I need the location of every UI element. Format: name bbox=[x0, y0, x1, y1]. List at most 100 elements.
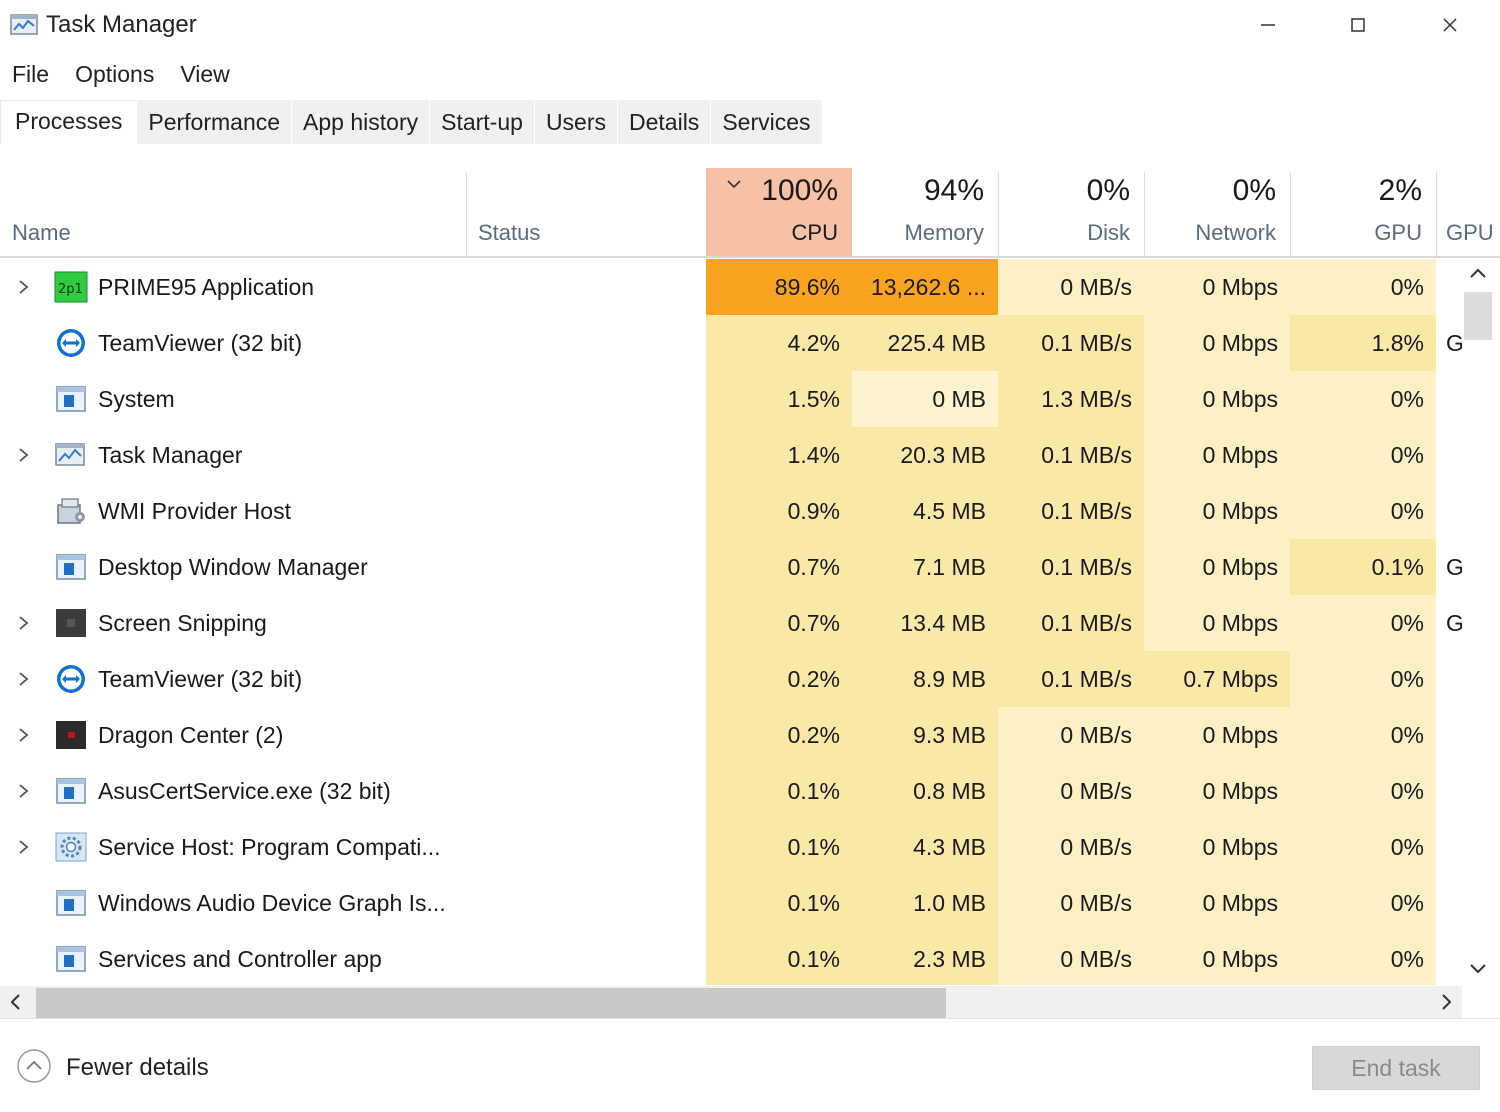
scroll-up-icon[interactable] bbox=[1466, 262, 1490, 286]
tab-app-history[interactable]: App history bbox=[292, 100, 431, 144]
memory-heat-cell bbox=[852, 427, 998, 483]
chevron-right-icon[interactable] bbox=[14, 275, 34, 299]
gpu-heat-cell bbox=[1290, 427, 1436, 483]
wmi-host-icon bbox=[54, 495, 88, 527]
table-row[interactable]: System 1.5% 0 MB 1.3 MB/s 0 Mbps 0% bbox=[0, 371, 1462, 427]
chevron-right-icon[interactable] bbox=[14, 443, 34, 467]
table-row[interactable]: Desktop Window Manager 0.7% 7.1 MB 0.1 MB/s… bbox=[0, 539, 1462, 595]
gpu-heat-cell bbox=[1290, 819, 1436, 875]
chevron-right-icon[interactable] bbox=[14, 667, 34, 691]
table-row[interactable]: Dragon Center (2) 0.2% 9.3 MB 0 MB/s 0 Mbps 0… bbox=[0, 707, 1462, 763]
disk-heat-cell bbox=[998, 651, 1144, 707]
tab-details[interactable]: Details bbox=[618, 100, 712, 144]
table-row[interactable]: TeamViewer (32 bit) 4.2% 225.4 MB 0.1 MB/s 0… bbox=[0, 315, 1462, 371]
network-label: Network bbox=[1195, 220, 1276, 245]
process-disk: 0.1 MB/s bbox=[1041, 498, 1132, 524]
table-row[interactable]: WMI Provider Host 0.9% 4.5 MB 0.1 MB/s 0 Mbp… bbox=[0, 483, 1462, 539]
column-divider bbox=[1144, 172, 1145, 256]
column-status[interactable]: Status bbox=[466, 168, 706, 256]
process-network: 0 Mbps bbox=[1202, 498, 1278, 524]
tab-performance[interactable]: Performance bbox=[137, 100, 293, 144]
table-row[interactable]: 2p1 PRIME95 Application 89.6% 13,262.6 ... 0… bbox=[0, 259, 1462, 315]
chevron-right-icon[interactable] bbox=[14, 723, 34, 747]
system-window-icon bbox=[54, 887, 88, 919]
process-gpu: 0% bbox=[1390, 442, 1424, 468]
gpu-heat-cell bbox=[1290, 875, 1436, 931]
menu-file[interactable]: File bbox=[12, 61, 50, 87]
column-memory[interactable]: 94% Memory bbox=[852, 168, 998, 256]
table-row[interactable]: Task Manager 1.4% 20.3 MB 0.1 MB/s 0 Mbps 0% bbox=[0, 427, 1462, 483]
minimize-button[interactable] bbox=[1222, 0, 1314, 50]
process-memory: 225.4 MB bbox=[887, 330, 986, 356]
network-heat-cell bbox=[1144, 819, 1290, 875]
tab-processes[interactable]: Processes bbox=[0, 100, 138, 144]
process-name: PRIME95 Application bbox=[98, 274, 315, 300]
table-row[interactable]: Service Host: Program Compati... 0.1% 4.3 … bbox=[0, 819, 1462, 875]
fewer-details-link[interactable]: Fewer details bbox=[66, 1054, 209, 1081]
process-disk: 0 MB/s bbox=[1060, 274, 1132, 300]
memory-heat-cell bbox=[852, 259, 998, 315]
column-gpu[interactable]: 2% GPU bbox=[1290, 168, 1436, 256]
disk-heat-cell bbox=[998, 707, 1144, 763]
column-cpu[interactable]: 100% CPU bbox=[706, 168, 852, 256]
menu-options[interactable]: Options bbox=[75, 61, 155, 87]
disk-heat-cell bbox=[998, 931, 1144, 985]
close-button[interactable] bbox=[1404, 0, 1496, 50]
chevron-right-icon[interactable] bbox=[14, 611, 34, 635]
network-percent: 0% bbox=[1232, 174, 1276, 207]
horizontal-scroll-thumb[interactable] bbox=[36, 988, 946, 1018]
process-disk: 0.1 MB/s bbox=[1041, 554, 1132, 580]
disk-heat-cell bbox=[998, 763, 1144, 819]
column-divider bbox=[1436, 172, 1437, 256]
table-row[interactable]: Services and Controller app 0.1% 2.3 MB 0 M… bbox=[0, 931, 1462, 985]
gpu-heat-cell bbox=[1290, 259, 1436, 315]
scroll-right-icon[interactable] bbox=[1434, 990, 1458, 1014]
process-disk: 0.1 MB/s bbox=[1041, 610, 1132, 636]
chevron-up-circle-icon[interactable] bbox=[16, 1048, 52, 1084]
network-heat-cell bbox=[1144, 595, 1290, 651]
process-network: 0 Mbps bbox=[1202, 442, 1278, 468]
table-row[interactable]: AsusCertService.exe (32 bit) 0.1% 0.8 MB 0 … bbox=[0, 763, 1462, 819]
table-row[interactable]: Screen Snipping 0.7% 13.4 MB 0.1 MB/s 0 Mbps… bbox=[0, 595, 1462, 651]
tab-start-up[interactable]: Start-up bbox=[430, 100, 535, 144]
system-window-icon bbox=[54, 775, 88, 807]
process-name: Screen Snipping bbox=[98, 610, 267, 636]
gpu-heat-cell bbox=[1290, 371, 1436, 427]
column-disk[interactable]: 0% Disk bbox=[998, 168, 1144, 256]
memory-heat-cell bbox=[852, 819, 998, 875]
system-window-icon bbox=[54, 943, 88, 975]
chevron-right-icon[interactable] bbox=[14, 779, 34, 803]
process-memory: 8.9 MB bbox=[913, 666, 986, 692]
cpu-heat-cell bbox=[706, 875, 852, 931]
task-manager-icon bbox=[10, 14, 38, 35]
process-cpu: 1.4% bbox=[787, 442, 840, 468]
cpu-heat-cell bbox=[706, 259, 852, 315]
maximize-button[interactable] bbox=[1312, 0, 1404, 50]
end-task-button[interactable]: End task bbox=[1312, 1046, 1480, 1090]
process-cpu: 0.2% bbox=[787, 722, 840, 748]
vertical-scroll-thumb[interactable] bbox=[1464, 292, 1492, 340]
vertical-scrollbar[interactable] bbox=[1462, 259, 1494, 985]
column-gpu-engine[interactable]: GPU bbox=[1436, 168, 1500, 256]
memory-label: Memory bbox=[904, 220, 984, 245]
scroll-left-icon[interactable] bbox=[4, 990, 28, 1014]
menu-view[interactable]: View bbox=[180, 61, 230, 87]
tab-users[interactable]: Users bbox=[534, 100, 618, 144]
process-name: Windows Audio Device Graph Is... bbox=[98, 890, 446, 916]
cpu-heat-cell bbox=[706, 427, 852, 483]
table-row[interactable]: TeamViewer (32 bit) 0.2% 8.9 MB 0.1 MB/s 0.7… bbox=[0, 651, 1462, 707]
chevron-right-icon[interactable] bbox=[14, 835, 34, 859]
cpu-heat-cell bbox=[706, 651, 852, 707]
cpu-label: CPU bbox=[791, 220, 838, 245]
process-name: WMI Provider Host bbox=[98, 498, 291, 524]
process-gpu-engine: G bbox=[1446, 554, 1462, 580]
column-name[interactable]: Name bbox=[0, 168, 466, 256]
process-disk: 1.3 MB/s bbox=[1041, 386, 1132, 412]
scroll-down-icon[interactable] bbox=[1466, 956, 1490, 980]
process-gpu-engine: G bbox=[1446, 330, 1462, 356]
process-memory: 13.4 MB bbox=[900, 610, 986, 636]
process-name: TeamViewer (32 bit) bbox=[98, 330, 303, 356]
table-row[interactable]: Windows Audio Device Graph Is... 0.1% 1.0 … bbox=[0, 875, 1462, 931]
tab-services[interactable]: Services bbox=[711, 100, 823, 144]
column-network[interactable]: 0% Network bbox=[1144, 168, 1290, 256]
